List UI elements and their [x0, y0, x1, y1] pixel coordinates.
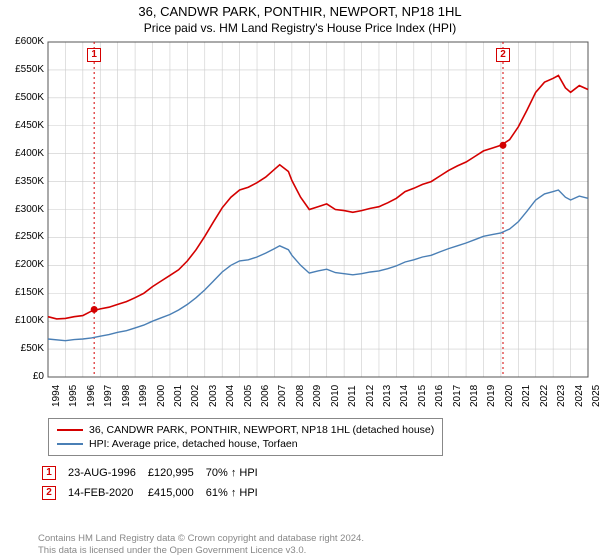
x-tick-label: 2005 [243, 385, 254, 407]
x-tick-label: 1999 [138, 385, 149, 407]
legend-item: 36, CANDWR PARK, PONTHIR, NEWPORT, NP18 … [57, 423, 434, 437]
x-tick-label: 2003 [208, 385, 219, 407]
y-tick-label: £300K [4, 204, 44, 215]
x-tick-label: 2018 [469, 385, 480, 407]
y-tick-label: £100K [4, 315, 44, 326]
marker-id-box: 2 [42, 486, 56, 500]
y-tick-label: £0 [4, 371, 44, 382]
x-tick-label: 2024 [574, 385, 585, 407]
y-tick-label: £500K [4, 92, 44, 103]
x-tick-label: 2014 [399, 385, 410, 407]
y-tick-label: £50K [4, 343, 44, 354]
marker-price: £415,000 [148, 484, 204, 502]
x-tick-label: 2004 [225, 385, 236, 407]
legend-swatch [57, 429, 83, 431]
x-tick-label: 1996 [86, 385, 97, 407]
legend-label: 36, CANDWR PARK, PONTHIR, NEWPORT, NP18 … [89, 424, 434, 436]
marker-delta: 70% ↑ HPI [206, 464, 268, 482]
x-tick-label: 2016 [434, 385, 445, 407]
marker-date: 23-AUG-1996 [68, 464, 146, 482]
y-tick-label: £250K [4, 231, 44, 242]
chart-marker-2: 2 [496, 48, 510, 62]
x-tick-label: 2023 [556, 385, 567, 407]
x-tick-label: 1997 [103, 385, 114, 407]
marker-row: 1 23-AUG-1996 £120,995 70% ↑ HPI [42, 464, 268, 482]
x-tick-label: 2009 [312, 385, 323, 407]
marker-date: 14-FEB-2020 [68, 484, 146, 502]
x-tick-label: 2020 [504, 385, 515, 407]
x-tick-label: 2019 [486, 385, 497, 407]
y-tick-label: £200K [4, 259, 44, 270]
x-tick-label: 2006 [260, 385, 271, 407]
legend-label: HPI: Average price, detached house, Torf… [89, 438, 298, 450]
x-tick-label: 2021 [521, 385, 532, 407]
footer-text: Contains HM Land Registry data © Crown c… [38, 533, 364, 557]
marker-delta: 61% ↑ HPI [206, 484, 268, 502]
x-tick-label: 2010 [330, 385, 341, 407]
x-tick-label: 2001 [173, 385, 184, 407]
marker-id-box: 1 [42, 466, 56, 480]
y-tick-label: £450K [4, 120, 44, 131]
y-tick-label: £550K [4, 64, 44, 75]
x-tick-label: 2025 [591, 385, 600, 407]
x-tick-label: 2000 [156, 385, 167, 407]
footer-line2: This data is licensed under the Open Gov… [38, 545, 306, 556]
x-tick-label: 2007 [277, 385, 288, 407]
chart-container: 36, CANDWR PARK, PONTHIR, NEWPORT, NP18 … [0, 0, 600, 560]
x-tick-label: 2002 [190, 385, 201, 407]
y-tick-label: £350K [4, 176, 44, 187]
marker-price: £120,995 [148, 464, 204, 482]
x-tick-label: 2022 [539, 385, 550, 407]
legend-item: HPI: Average price, detached house, Torf… [57, 437, 434, 451]
x-tick-label: 1995 [68, 385, 79, 407]
y-tick-label: £150K [4, 287, 44, 298]
y-tick-label: £400K [4, 148, 44, 159]
x-tick-label: 2008 [295, 385, 306, 407]
x-tick-label: 1998 [121, 385, 132, 407]
footer-line1: Contains HM Land Registry data © Crown c… [38, 533, 364, 544]
legend-swatch [57, 443, 83, 445]
x-tick-label: 2012 [365, 385, 376, 407]
y-tick-label: £600K [4, 36, 44, 47]
x-tick-label: 1994 [51, 385, 62, 407]
legend: 36, CANDWR PARK, PONTHIR, NEWPORT, NP18 … [48, 418, 443, 456]
x-tick-label: 2011 [347, 385, 358, 407]
markers-table: 1 23-AUG-1996 £120,995 70% ↑ HPI 2 14-FE… [40, 462, 270, 504]
chart-marker-1: 1 [87, 48, 101, 62]
x-tick-label: 2013 [382, 385, 393, 407]
marker-row: 2 14-FEB-2020 £415,000 61% ↑ HPI [42, 484, 268, 502]
x-tick-label: 2017 [452, 385, 463, 407]
x-tick-label: 2015 [417, 385, 428, 407]
